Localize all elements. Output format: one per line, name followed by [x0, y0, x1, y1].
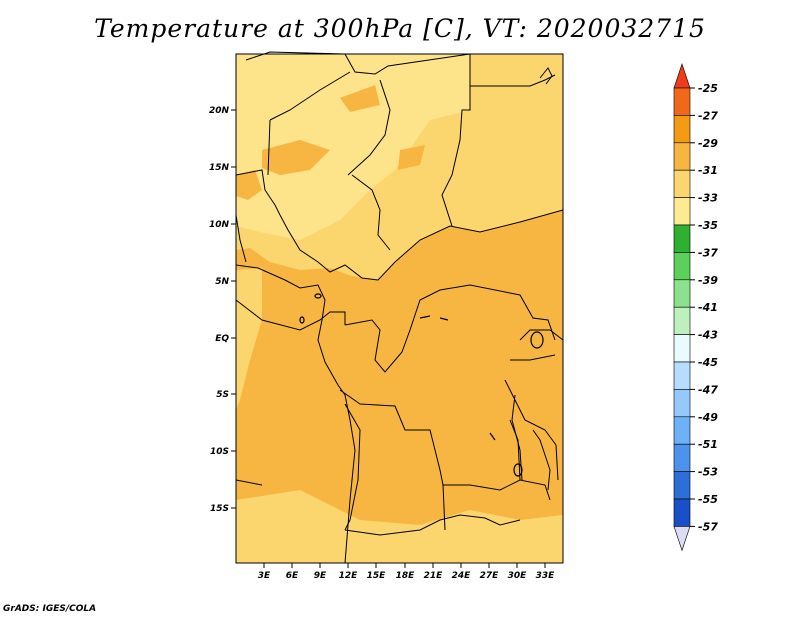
coastline	[235, 67, 553, 564]
lon-label: 24E	[452, 571, 472, 581]
shading-patch-2	[398, 145, 425, 170]
colorbar-label: -43	[698, 329, 718, 342]
colorbar-box	[673, 498, 691, 527]
colorbar-box	[673, 389, 691, 418]
lon-label: 30E	[508, 571, 528, 581]
lakes	[299, 293, 544, 477]
lon-label: 27E	[480, 571, 500, 581]
colorbar-label: -33	[698, 192, 718, 205]
shading-northwest	[236, 54, 470, 240]
lon-label: 6E	[286, 571, 299, 581]
lon-ticks	[263, 563, 546, 568]
lat-label: 10N	[209, 220, 230, 230]
lat-label: 5S	[216, 390, 229, 400]
lon-label: 33E	[536, 571, 556, 581]
colorbar-box	[673, 361, 691, 390]
colorbar-label: -41	[698, 301, 718, 314]
lon-label: 12E	[339, 571, 359, 581]
map-panel	[236, 54, 563, 563]
colorbar-label: -47	[698, 383, 718, 396]
colorbar-label: -35	[698, 219, 718, 232]
colorbar-box	[673, 334, 691, 363]
lat-label: 5N	[215, 277, 229, 287]
colorbar-box	[673, 115, 691, 144]
colorbar-box	[673, 197, 691, 226]
colorbar-label: -25	[698, 82, 718, 95]
map-frame	[235, 53, 564, 564]
colorbar-box	[673, 443, 691, 472]
lon-labels: 3E 6E 9E 12E 15E 18E 21E 24E 27E 30E 33E	[258, 571, 555, 581]
colorbar-label: -31	[698, 164, 718, 177]
lon-label: 15E	[367, 571, 387, 581]
shading-south	[236, 490, 563, 563]
colorbar-box	[673, 306, 691, 335]
colorbar-box	[673, 416, 691, 445]
colorbar-top-arrow	[673, 63, 691, 89]
chart-title: Temperature at 300hPa [C], VT: 202003271…	[94, 14, 706, 43]
colorbar-box	[673, 142, 691, 171]
lat-label: EQ	[215, 334, 229, 344]
colorbar-box	[673, 169, 691, 198]
colorbar-label: -55	[698, 493, 718, 506]
colorbar-label: -49	[698, 411, 718, 424]
lat-ticks	[231, 109, 236, 509]
colorbar-label: -45	[698, 356, 718, 369]
colorbar-label: -51	[698, 438, 718, 451]
shading-patch-1	[262, 140, 330, 175]
shading-patch-4	[340, 85, 380, 112]
colorbar-box	[673, 87, 691, 116]
colorbar-label: -57	[698, 520, 718, 533]
lon-label: 18E	[396, 571, 416, 581]
colorbar-label: -27	[698, 109, 718, 122]
lon-label: 21E	[424, 571, 444, 581]
colorbar-label: -53	[698, 466, 718, 479]
colorbar-label: -37	[698, 246, 718, 259]
shading-west-coast	[236, 268, 262, 410]
colorbar-box	[673, 471, 691, 500]
lat-label: 15S	[210, 504, 229, 514]
colorbar-box	[673, 252, 691, 281]
colorbar-label: -39	[698, 274, 718, 287]
colorbar: -25 -27 -29 -31 -33 -35 -37 -39 -41 -43 -45 -47 -49 -…	[673, 63, 718, 552]
lat-label: 15N	[209, 163, 230, 173]
lon-label: 3E	[258, 571, 271, 581]
colorbar-box	[673, 224, 691, 253]
colorbar-box	[673, 279, 691, 308]
shading-patch-3	[236, 170, 262, 200]
credit-text: GrADS: IGES/COLA	[3, 604, 97, 614]
lon-label: 9E	[314, 571, 327, 581]
lat-label: 10S	[210, 447, 229, 457]
colorbar-label: -29	[698, 137, 718, 150]
colorbar-bottom-arrow	[673, 526, 691, 552]
lat-labels: 20N 15N 10N 5N EQ 5S 10S 15S	[209, 106, 230, 514]
lat-label: 20N	[209, 106, 230, 116]
